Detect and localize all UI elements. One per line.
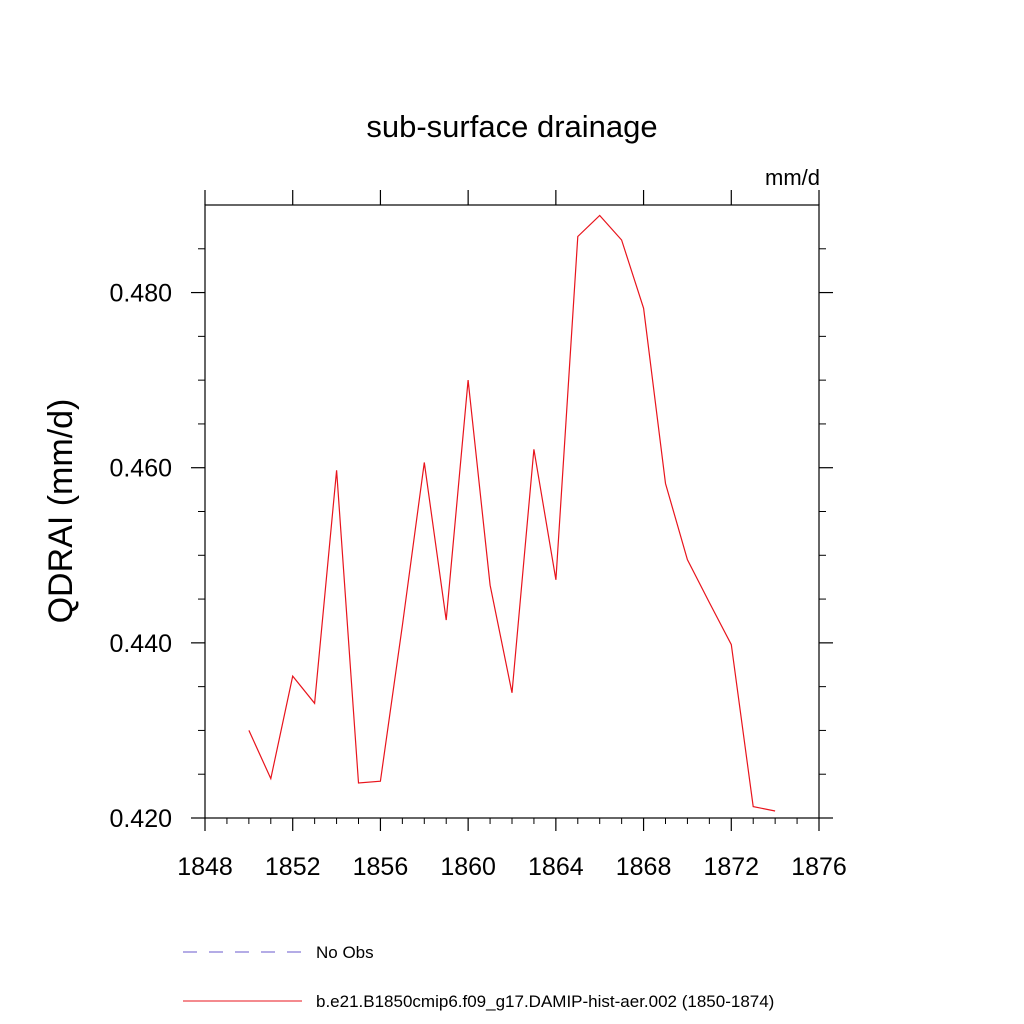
x-tick-labels: 1848 1852 1856 1860 1864 1868 1872 1876 xyxy=(177,853,847,881)
axis-ticks xyxy=(191,190,833,831)
y-tick-label: 0.420 xyxy=(109,805,172,833)
x-tick-label: 1848 xyxy=(177,853,233,881)
x-tick-label: 1856 xyxy=(353,853,409,881)
units-label: mm/d xyxy=(765,165,820,190)
y-tick-label: 0.440 xyxy=(109,630,172,658)
y-tick-label: 0.460 xyxy=(109,455,172,483)
series-layer xyxy=(248,214,776,812)
y-axis-label: QDRAI (mm/d) xyxy=(42,399,80,624)
chart-title: sub-surface drainage xyxy=(366,109,657,144)
y-tick-label: 0.480 xyxy=(109,280,172,308)
x-tick-label: 1864 xyxy=(528,853,584,881)
series-line xyxy=(248,214,776,812)
x-tick-label: 1872 xyxy=(703,853,759,881)
x-tick-label: 1860 xyxy=(440,853,496,881)
legend: No Obs b.e21.B1850cmip6.f09_g17.DAMIP-his… xyxy=(183,943,774,1011)
x-tick-label: 1868 xyxy=(616,853,672,881)
x-tick-label: 1852 xyxy=(265,853,321,881)
legend-entry: No Obs xyxy=(316,943,374,962)
x-tick-label: 1876 xyxy=(791,853,847,881)
legend-entry: b.e21.B1850cmip6.f09_g17.DAMIP-hist-aer.… xyxy=(316,992,774,1011)
plot-frame xyxy=(204,204,820,819)
y-tick-labels: 0.420 0.440 0.460 0.480 xyxy=(109,280,172,833)
